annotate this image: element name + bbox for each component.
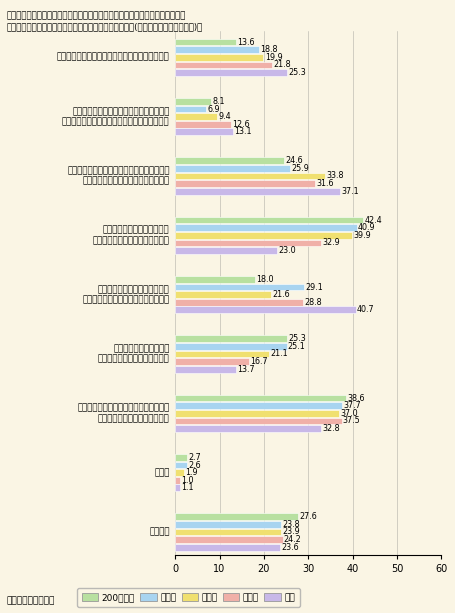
Text: 21.1: 21.1 [270,349,288,359]
Text: 2.6: 2.6 [188,460,201,470]
Bar [175,477,180,484]
Bar [175,454,187,461]
Text: 12.6: 12.6 [233,120,250,129]
Text: 40.9: 40.9 [358,223,375,232]
Bar [175,544,280,550]
Text: 37.0: 37.0 [341,409,358,418]
Text: 32.9: 32.9 [323,238,340,248]
Bar [175,113,217,120]
Bar [175,188,340,194]
Text: 23.6: 23.6 [281,543,299,552]
Bar [175,521,281,528]
Text: 25.3: 25.3 [289,68,307,77]
Bar [175,61,272,68]
Bar [175,69,288,76]
Text: 25.1: 25.1 [288,342,306,351]
Bar [175,536,283,543]
Bar [175,224,357,231]
Text: 31.6: 31.6 [317,179,334,188]
Bar [175,217,363,223]
Text: 27.6: 27.6 [299,512,317,521]
Bar [175,240,321,246]
Bar [175,358,249,365]
Bar [175,98,211,105]
Bar [175,129,233,135]
Text: 40.7: 40.7 [357,305,374,314]
Text: 24.2: 24.2 [284,535,302,544]
Bar [175,528,281,535]
Text: 33.8: 33.8 [326,172,344,180]
Bar [175,232,352,238]
Text: 24.6: 24.6 [286,156,303,166]
Text: 6.9: 6.9 [207,104,220,113]
Bar [175,291,271,298]
Text: 13.6: 13.6 [237,37,254,47]
Bar [175,105,206,112]
Bar [175,425,321,432]
Text: 1.9: 1.9 [185,468,197,477]
Text: 21.8: 21.8 [273,61,291,69]
Bar [175,335,288,342]
Text: 19.9: 19.9 [265,53,283,62]
Text: 38.6: 38.6 [348,394,365,403]
Text: 13.7: 13.7 [238,365,255,374]
Text: 1.1: 1.1 [182,483,194,492]
Bar [175,121,231,128]
Bar [175,284,304,291]
Text: 42.4: 42.4 [364,216,382,224]
Text: 25.3: 25.3 [289,334,307,343]
Bar [175,165,290,172]
Text: 1.0: 1.0 [181,476,193,485]
Text: 13.1: 13.1 [235,128,252,136]
Bar [175,54,263,61]
Text: 16.7: 16.7 [251,357,268,366]
Bar [175,402,343,409]
Text: 18.0: 18.0 [256,275,274,284]
Legend: 200万都市, 大都市, 中都市, 小都市, 町村: 200万都市, 大都市, 中都市, 小都市, 町村 [77,588,299,606]
Bar [175,366,236,373]
Bar [175,299,303,305]
Bar [175,39,236,45]
Bar [175,276,255,283]
Bar [175,247,277,254]
Text: 項目について問題や不安を感じたことはありますか(あてはまるもの全て選択)。: 項目について問題や不安を感じたことはありますか(あてはまるもの全て選択)。 [7,22,203,31]
Bar [175,47,258,53]
Text: 問　あなたが車やオートバイなどを利用する道路について、下記のそれぞれの: 問 あなたが車やオートバイなどを利用する道路について、下記のそれぞれの [7,11,186,20]
Text: 23.0: 23.0 [278,246,296,255]
Text: 25.9: 25.9 [291,164,309,173]
Bar [175,306,356,313]
Bar [175,395,346,402]
Text: 32.8: 32.8 [322,424,339,433]
Bar [175,410,339,417]
Bar [175,343,287,349]
Text: 2.7: 2.7 [188,453,201,462]
Bar [175,417,342,424]
Text: 23.9: 23.9 [283,527,300,536]
Text: 37.5: 37.5 [343,416,361,425]
Bar [175,462,187,468]
Text: 9.4: 9.4 [218,112,231,121]
Text: 8.1: 8.1 [212,97,225,106]
Text: 28.8: 28.8 [304,298,322,306]
Bar [175,470,184,476]
Text: 39.9: 39.9 [354,230,371,240]
Text: 29.1: 29.1 [306,283,324,292]
Bar [175,158,284,164]
Text: 21.6: 21.6 [273,290,290,299]
Text: 18.8: 18.8 [260,45,278,54]
Bar [175,180,315,187]
Text: 37.1: 37.1 [341,186,359,196]
Text: 37.7: 37.7 [344,401,362,410]
Bar [175,513,298,520]
Text: 23.8: 23.8 [282,520,300,529]
Bar [175,351,269,357]
Text: 資料）　国土交通省: 資料） 国土交通省 [7,596,55,606]
Bar [175,173,325,179]
Bar [175,484,180,491]
